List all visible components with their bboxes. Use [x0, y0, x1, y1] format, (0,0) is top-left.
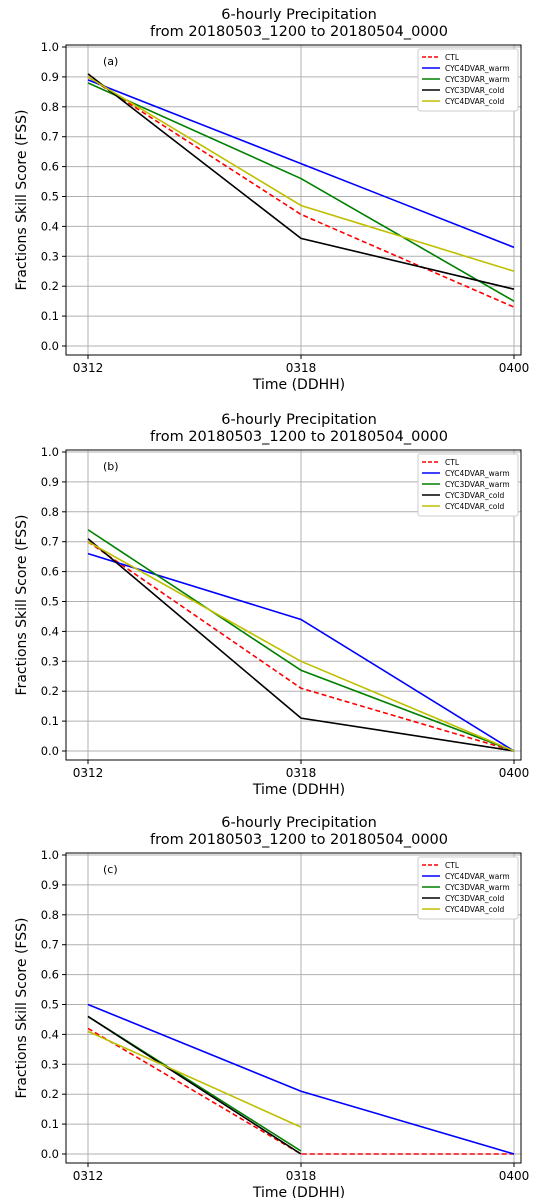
panel-label: (a) [103, 55, 118, 68]
y-tick-label: 0.2 [41, 684, 59, 698]
x-axis-label: Time (DDHH) [252, 782, 345, 798]
y-tick-label: 0.2 [41, 279, 59, 293]
x-tick-label: 0318 [286, 766, 317, 780]
y-tick-label: 0.0 [41, 1147, 59, 1161]
y-tick-label: 0.0 [41, 744, 59, 758]
plot-frame [65, 852, 522, 1164]
series-line-cyc3dvar-cold [87, 73, 515, 290]
y-tick-label: 0.4 [41, 1027, 59, 1041]
y-tick-label: 0.0 [41, 339, 59, 353]
x-tick-label: 0312 [73, 361, 104, 375]
y-tick-label: 0.2 [41, 1087, 59, 1101]
y-axis-label: Fractions Skill Score (FSS) [14, 110, 30, 291]
y-tick-label: 1.0 [41, 848, 59, 862]
y-tick-label: 0.1 [41, 309, 59, 323]
plot-frame [65, 449, 522, 761]
y-tick-label: 0.9 [41, 70, 59, 84]
x-axis-label: Time (DDHH) [252, 377, 345, 393]
x-axis-label: Time (DDHH) [252, 1185, 345, 1198]
y-tick-label: 0.6 [41, 968, 59, 982]
series-line-cyc4dvar-warm [87, 79, 515, 249]
y-axis-label: Fractions Skill Score (FSS) [14, 918, 30, 1099]
y-tick-label: 0.9 [41, 878, 59, 892]
chart-subtitle: from 20180503_1200 to 20180504_0000 [150, 24, 448, 40]
plot-frame [65, 44, 522, 356]
legend-box [417, 453, 519, 517]
x-tick-label: 0318 [286, 361, 317, 375]
series-line-cyc3dvar-warm [87, 82, 515, 302]
legend-label: CYC4DVAR_cold [445, 502, 504, 511]
y-tick-label: 0.8 [41, 908, 59, 922]
legend-label: CYC4DVAR_warm [445, 872, 510, 881]
x-tick-label: 0312 [73, 766, 104, 780]
y-tick-label: 0.4 [41, 219, 59, 233]
chart-title: 6-hourly Precipitation [221, 815, 377, 831]
y-tick-label: 0.9 [41, 475, 59, 489]
y-tick-label: 0.6 [41, 565, 59, 579]
y-tick-label: 0.3 [41, 654, 59, 668]
series-line-ctl [87, 541, 515, 752]
y-tick-label: 0.7 [41, 535, 59, 549]
y-tick-label: 0.4 [41, 624, 59, 638]
legend-label: CYC3DVAR_warm [445, 883, 510, 892]
series-line-cyc4dvar-cold [87, 541, 515, 752]
series-line-cyc4dvar-cold [87, 1030, 302, 1128]
chart-subtitle: from 20180503_1200 to 20180504_0000 [150, 832, 448, 848]
y-tick-label: 0.5 [41, 998, 59, 1012]
y-tick-label: 0.1 [41, 1117, 59, 1131]
legend-label: CYC3DVAR_cold [445, 86, 504, 95]
series-line-ctl [87, 76, 515, 308]
y-tick-label: 0.5 [41, 190, 59, 204]
chart-title: 6-hourly Precipitation [221, 412, 377, 428]
y-tick-label: 0.7 [41, 938, 59, 952]
legend-label: CYC3DVAR_cold [445, 491, 504, 500]
panel-label: (b) [103, 460, 119, 473]
x-tick-label: 0400 [499, 1169, 530, 1183]
y-tick-label: 0.5 [41, 595, 59, 609]
y-tick-label: 0.3 [41, 249, 59, 263]
legend-label: CYC3DVAR_cold [445, 894, 504, 903]
series-line-cyc4dvar-cold [87, 76, 515, 273]
legend-box [417, 856, 519, 920]
legend-label: CYC4DVAR_cold [445, 905, 504, 914]
x-tick-label: 0400 [499, 361, 530, 375]
legend-box [417, 48, 519, 112]
x-tick-label: 0318 [286, 1169, 317, 1183]
y-tick-label: 0.6 [41, 160, 59, 174]
legend-label: CTL [445, 861, 460, 870]
series-line-cyc4dvar-warm [87, 1003, 515, 1155]
y-tick-label: 0.8 [41, 505, 59, 519]
series-line-cyc3dvar-cold [87, 1015, 302, 1155]
series-line-cyc4dvar-warm [87, 552, 515, 752]
series-line-cyc3dvar-cold [87, 538, 515, 752]
legend-label: CYC4DVAR_warm [445, 469, 510, 478]
y-tick-label: 1.0 [41, 445, 59, 459]
series-line-ctl [87, 1027, 514, 1155]
x-tick-label: 0400 [499, 766, 530, 780]
legend-label: CTL [445, 53, 460, 62]
y-axis-label: Fractions Skill Score (FSS) [14, 515, 30, 696]
y-tick-label: 0.1 [41, 714, 59, 728]
series-line-cyc3dvar-warm [87, 529, 515, 752]
legend-label: CYC4DVAR_cold [445, 97, 504, 106]
y-tick-label: 0.3 [41, 1057, 59, 1071]
legend-label: CTL [445, 458, 460, 467]
y-tick-label: 0.8 [41, 100, 59, 114]
y-tick-label: 0.7 [41, 130, 59, 144]
x-tick-label: 0312 [73, 1169, 104, 1183]
legend-label: CYC3DVAR_warm [445, 480, 510, 489]
chart-subtitle: from 20180503_1200 to 20180504_0000 [150, 429, 448, 445]
chart-title: 6-hourly Precipitation [221, 7, 377, 23]
y-tick-label: 1.0 [41, 40, 59, 54]
legend-label: CYC3DVAR_warm [445, 75, 510, 84]
legend-label: CYC4DVAR_warm [445, 64, 510, 73]
panel-label: (c) [103, 863, 118, 876]
